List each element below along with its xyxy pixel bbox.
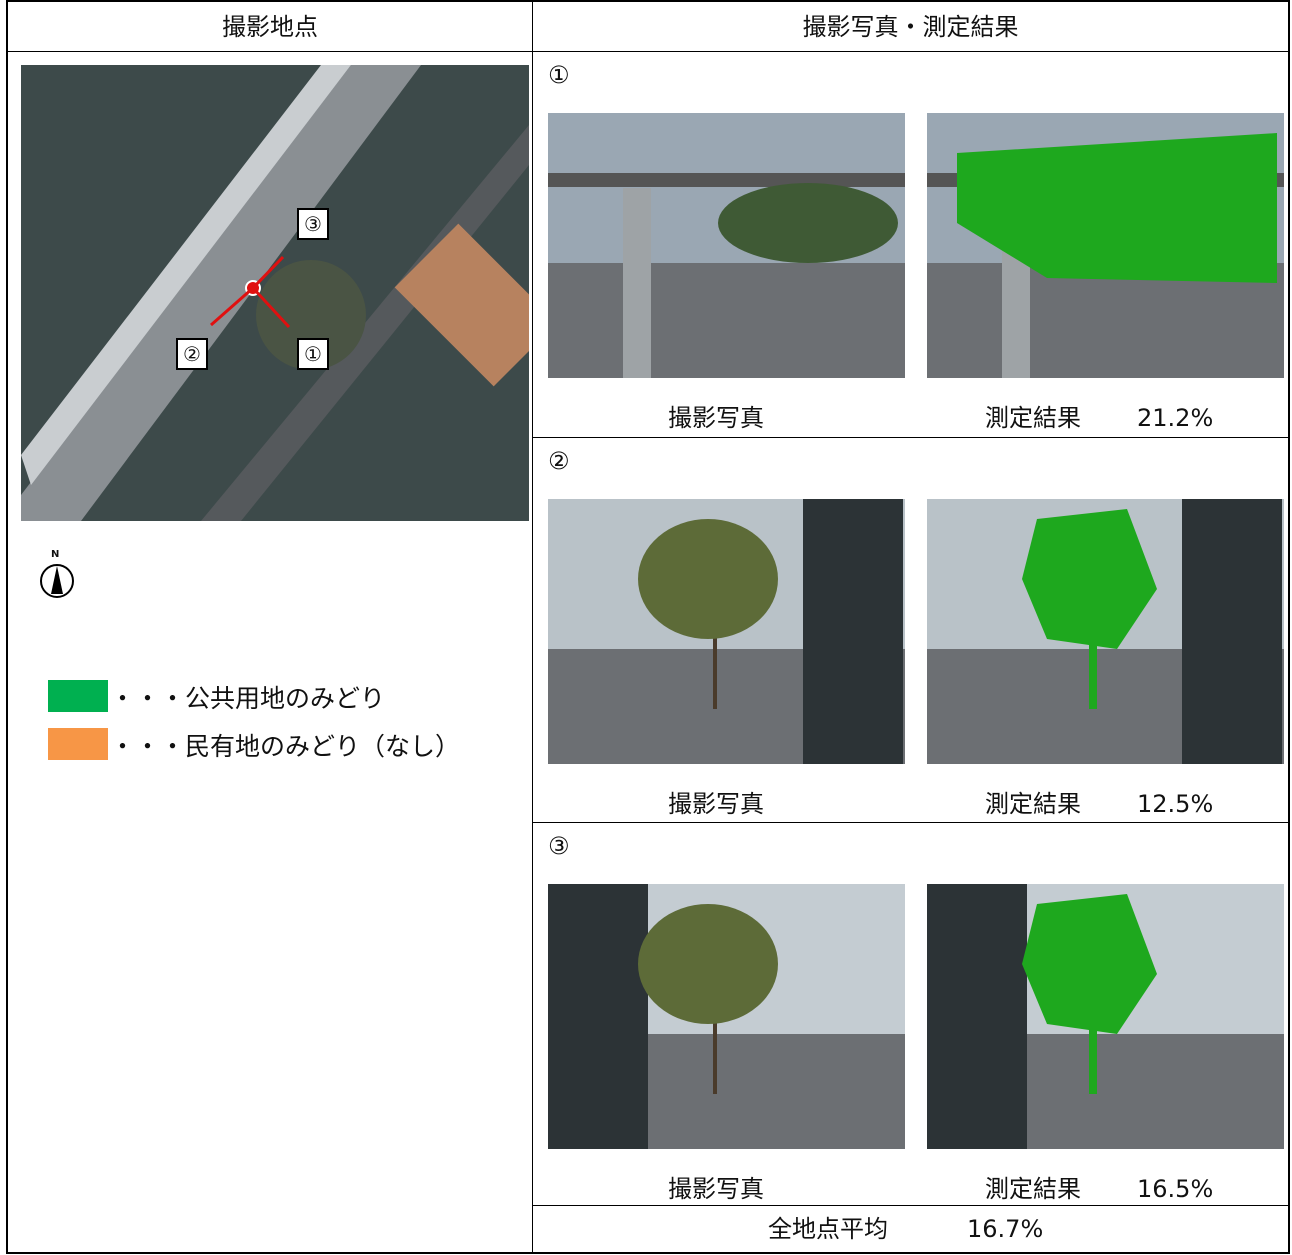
legend-swatch (48, 680, 108, 712)
compass (40, 564, 74, 598)
column-divider (532, 0, 533, 1254)
compass-label: N (51, 549, 60, 560)
legend-label: ・・・公共用地のみどり (110, 684, 386, 713)
legend-label: ・・・民有地のみどり（なし） (110, 732, 461, 761)
photo-label: 撮影写真 (668, 404, 764, 432)
measurement-photo (927, 499, 1284, 764)
legend-swatch (48, 728, 108, 760)
border (6, 0, 1290, 2)
map-marker: ③ (297, 208, 329, 240)
average-value: 16.7% (967, 1215, 1044, 1243)
photo (548, 113, 905, 378)
measurement-photo (927, 113, 1284, 378)
result-label: 測定結果 (985, 404, 1081, 432)
photo-label: 撮影写真 (668, 1175, 764, 1203)
border (6, 1252, 1290, 1254)
photo-label: 撮影写真 (668, 790, 764, 818)
map-marker: ① (297, 338, 329, 370)
result-value: 16.5% (1137, 1175, 1214, 1203)
border (6, 0, 8, 1254)
header-cell: 撮影地点 (222, 13, 318, 41)
row-divider (532, 822, 1290, 823)
map (21, 65, 529, 521)
row-divider (532, 1205, 1290, 1206)
section-number: ② (548, 447, 570, 475)
result-value: 21.2% (1137, 404, 1214, 432)
header-cell: 撮影写真・測定結果 (802, 13, 1019, 41)
result-label: 測定結果 (985, 1175, 1081, 1203)
section-number: ① (548, 61, 570, 89)
border (1288, 0, 1290, 1254)
row-divider (6, 51, 1290, 52)
average-label: 全地点平均 (768, 1215, 888, 1243)
photo (548, 499, 905, 764)
section-number: ③ (548, 832, 570, 860)
result-value: 12.5% (1137, 790, 1214, 818)
measurement-photo (927, 884, 1284, 1149)
photo (548, 884, 905, 1149)
row-divider (532, 437, 1290, 438)
result-label: 測定結果 (985, 790, 1081, 818)
map-marker: ② (176, 338, 208, 370)
